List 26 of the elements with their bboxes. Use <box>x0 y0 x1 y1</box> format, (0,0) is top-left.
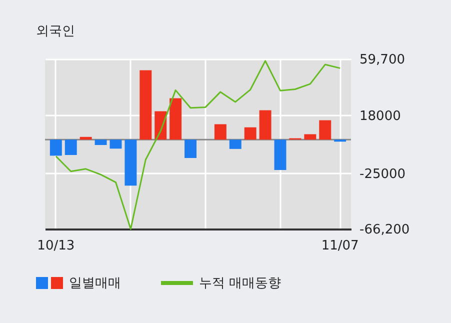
bar <box>319 120 332 140</box>
x-tick-label: 10/13 <box>37 238 75 254</box>
x-tick-label: 11/07 <box>321 238 359 254</box>
bar <box>80 136 92 140</box>
bar <box>124 140 137 186</box>
bar <box>304 134 316 140</box>
bar <box>170 98 182 140</box>
y-tick-label: 59,700 <box>360 52 405 68</box>
y-tick-label: -66,200 <box>360 222 410 238</box>
bar <box>64 140 77 156</box>
bar <box>244 127 256 140</box>
bar <box>110 140 122 149</box>
y-tick-label: -25000 <box>360 166 406 182</box>
bar <box>274 140 286 170</box>
bar <box>184 140 197 158</box>
legend-label: 누적 매매동향 <box>199 275 282 292</box>
chart-title: 외국인 <box>36 23 75 40</box>
bar <box>229 140 242 149</box>
legend-label: 일별매매 <box>69 275 121 292</box>
bar <box>259 110 272 140</box>
bar <box>214 124 226 140</box>
bar <box>94 140 107 146</box>
bar <box>140 70 152 140</box>
bar <box>50 140 62 156</box>
line-series <box>55 60 341 230</box>
y-tick-label: 18000 <box>360 108 401 124</box>
